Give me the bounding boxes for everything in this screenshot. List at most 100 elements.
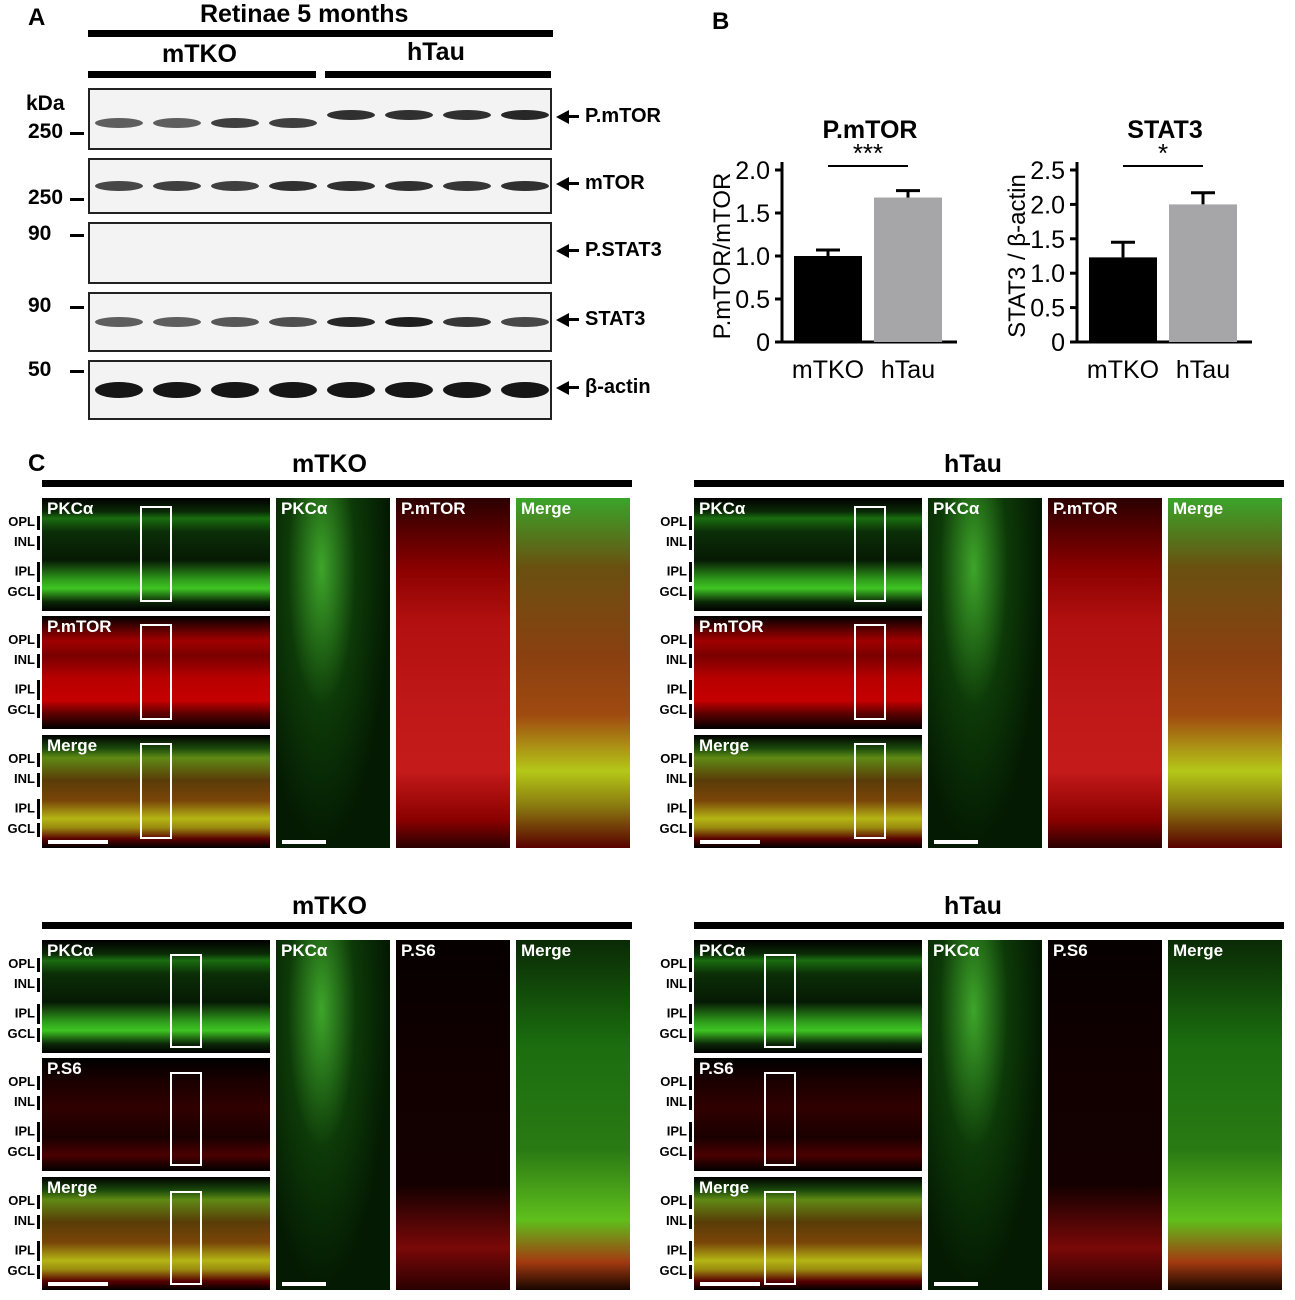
- layer-bracket: [689, 772, 692, 787]
- layer-name: INL: [14, 1094, 35, 1109]
- roi-box: [764, 1191, 796, 1285]
- panel-a-label: A: [28, 4, 46, 31]
- blot-title: Retinae 5 months: [200, 0, 409, 28]
- y-tick-label: 0.5: [1030, 295, 1065, 323]
- layer-name: OPL: [660, 1193, 687, 1208]
- retinal-layer-labels: OPL INL IPL GCL: [0, 735, 40, 848]
- layer-name: INL: [666, 1213, 687, 1228]
- roi-box: [140, 624, 172, 720]
- y-tick-label: 0: [1051, 329, 1065, 357]
- layer-bracket: [689, 1214, 692, 1229]
- layer-name: GCL: [659, 702, 687, 717]
- micrograph-overview: Merge: [694, 735, 922, 848]
- group-bar-htau: [325, 71, 551, 78]
- layer-bracket: [37, 1122, 40, 1142]
- layer-name: GCL: [7, 584, 35, 599]
- mw-marker: 90: [28, 294, 52, 317]
- layer-bracket: [37, 703, 40, 718]
- layer-label: IPL: [15, 799, 40, 819]
- group-bar-mtko: [88, 71, 316, 78]
- blot-strip: [88, 222, 552, 284]
- micrograph-overview: P.mTOR: [694, 616, 922, 729]
- layer-name: OPL: [8, 1074, 35, 1089]
- layer-name: OPL: [8, 632, 35, 647]
- roi-box: [140, 743, 172, 839]
- channel-label: PKCα: [281, 499, 328, 518]
- layer-name: INL: [666, 976, 687, 991]
- layer-label: OPL: [8, 514, 40, 530]
- layer-label: INL: [14, 976, 40, 992]
- retinal-layer-labels: OPL INL IPL GCL: [0, 498, 40, 611]
- layer-label: IPL: [15, 1241, 40, 1261]
- layer-bracket: [37, 585, 40, 600]
- layer-name: OPL: [8, 514, 35, 529]
- micrograph-overview: PKCα: [42, 940, 270, 1053]
- channel-label: P.S6: [401, 941, 436, 960]
- scale-bar: [282, 840, 326, 844]
- arrow-left-icon: [556, 176, 569, 191]
- layer-label: OPL: [660, 1074, 692, 1090]
- x-tick-label: mTKO: [1087, 356, 1159, 384]
- micrograph-zoom: PKCα: [928, 940, 1042, 1290]
- layer-name: OPL: [660, 632, 687, 647]
- channel-label: Merge: [699, 1178, 750, 1197]
- channel-label: P.S6: [699, 1059, 734, 1078]
- layer-bracket: [37, 1264, 40, 1279]
- y-tick-label: 2.5: [1030, 157, 1065, 185]
- layer-name: INL: [14, 534, 35, 549]
- blot-band: [95, 317, 143, 327]
- significance-marker: ***: [853, 138, 883, 168]
- blot-band: [443, 382, 491, 398]
- blot-band: [153, 382, 201, 398]
- scale-bar: [934, 1282, 978, 1286]
- layer-name: GCL: [659, 1026, 687, 1041]
- mw-marker: 50: [28, 358, 52, 381]
- layer-name: INL: [14, 1213, 35, 1228]
- y-tick-label: 2.0: [735, 157, 770, 185]
- retinal-layer-labels: OPL INL IPL GCL: [652, 1058, 692, 1171]
- layer-label: OPL: [8, 1193, 40, 1209]
- layer-bracket: [37, 1194, 40, 1209]
- blot-band: [153, 181, 201, 191]
- micrograph-zoom: PKCα: [276, 498, 390, 848]
- layer-name: OPL: [8, 956, 35, 971]
- retinal-layer-labels: OPL INL IPL GCL: [0, 1177, 40, 1290]
- blot-band: [501, 382, 549, 398]
- layer-label: OPL: [8, 632, 40, 648]
- mw-marker: 90: [28, 222, 52, 245]
- layer-label: INL: [666, 1094, 692, 1110]
- blot-band: [211, 181, 259, 191]
- x-tick-label: mTKO: [792, 356, 864, 384]
- arrow-shaft: [569, 318, 579, 322]
- layer-name: OPL: [660, 956, 687, 971]
- blot-band: [501, 110, 549, 120]
- channel-label: PKCα: [281, 941, 328, 960]
- channel-label: PKCα: [699, 499, 746, 518]
- layer-label: INL: [14, 1213, 40, 1229]
- blot-band: [269, 317, 317, 327]
- bar-mtko: [794, 256, 862, 342]
- blot-strip: [88, 292, 552, 352]
- channel-label: Merge: [699, 736, 750, 755]
- roi-box: [764, 954, 796, 1048]
- layer-bracket: [689, 1095, 692, 1110]
- chart-pmtor: P.mTOR P.mTOR/mTOR 0 0.5 1.0 1.5 2.0 mTKO hTau **…: [709, 116, 957, 384]
- blot-band: [153, 118, 201, 128]
- arrow-shaft: [569, 249, 579, 253]
- layer-label: GCL: [660, 1026, 692, 1042]
- blot-band: [327, 181, 375, 191]
- scale-bar: [48, 1282, 108, 1286]
- layer-bracket: [37, 653, 40, 668]
- group-header-bar: [694, 922, 1284, 929]
- layer-bracket: [689, 1075, 692, 1090]
- y-tick-label: 1.5: [1030, 226, 1065, 254]
- layer-name: GCL: [7, 702, 35, 717]
- channel-label: Merge: [521, 941, 572, 960]
- layer-name: INL: [666, 652, 687, 667]
- layer-bracket: [37, 1145, 40, 1160]
- layer-name: INL: [666, 771, 687, 786]
- x-tick-label: hTau: [1176, 356, 1230, 384]
- target-name: β-actin: [585, 376, 651, 398]
- blot-target-label: β-actin: [556, 376, 651, 399]
- layer-bracket: [689, 1194, 692, 1209]
